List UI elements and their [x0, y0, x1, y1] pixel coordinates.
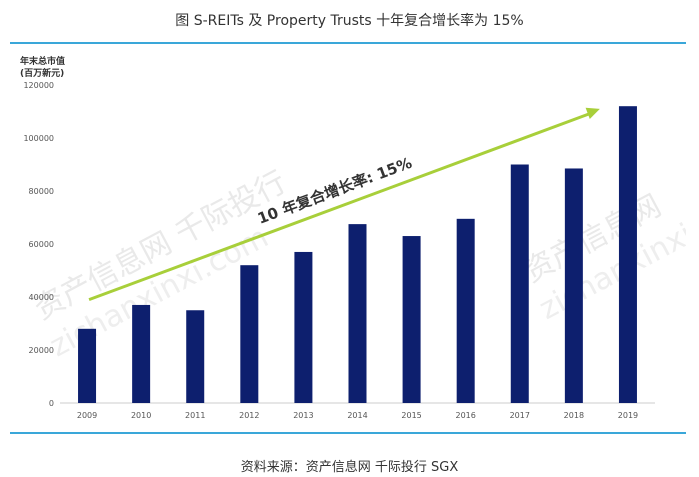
- x-tick-label: 2011: [185, 411, 205, 420]
- x-tick-label: 2019: [618, 411, 638, 420]
- x-tick-label: 2016: [456, 411, 476, 420]
- x-tick-label: 2014: [347, 411, 367, 420]
- bar-2009: [78, 328, 97, 403]
- y-tick-label: 100000: [23, 134, 54, 143]
- y-axis-label-line1: 年末总市值: [20, 55, 65, 67]
- y-tick-label: 40000: [29, 293, 54, 302]
- x-axis-ticks: 2009 2010 2011 2012 2013 2014 2015 2016 2017 2018…: [77, 411, 638, 420]
- x-tick-label: 2013: [293, 411, 313, 420]
- bar-2011: [186, 310, 205, 403]
- source-note: 资料来源：资产信息网 千际投行 SGX: [240, 460, 459, 475]
- bar-2018: [564, 168, 583, 403]
- y-tick-label: 60000: [29, 240, 54, 249]
- bar-2014: [348, 224, 367, 403]
- bar-2013: [294, 251, 313, 403]
- x-tick-label: 2018: [564, 411, 584, 420]
- x-tick-label: 2012: [239, 411, 259, 420]
- y-axis-ticks: 0 20000 40000 60000 80000 100000 120000: [23, 81, 54, 408]
- x-tick-label: 2010: [131, 411, 151, 420]
- bar-2019: [618, 106, 637, 403]
- bar-2012: [240, 265, 259, 403]
- y-tick-label: 120000: [23, 81, 54, 90]
- growth-arrow-line: [88, 111, 593, 302]
- x-tick-label: 2017: [510, 411, 530, 420]
- growth-arrow-head: [585, 107, 600, 120]
- chart-title: 图 S-REITs 及 Property Trusts 十年复合增长率为 15%: [175, 13, 524, 29]
- bars: [78, 106, 637, 403]
- bar-2016: [456, 218, 475, 403]
- x-tick-label: 2009: [77, 411, 97, 420]
- chart-frame: 资产信息网 千际投行 zichanxinxi.com 资产信息网 zichanxinx…: [10, 42, 699, 434]
- bar-2015: [402, 236, 421, 403]
- bar-2017: [510, 164, 529, 403]
- y-axis-label-line2: (百万新元): [20, 67, 64, 79]
- bar-2010: [132, 304, 151, 403]
- x-tick-label: 2015: [401, 411, 421, 420]
- y-tick-label: 80000: [29, 187, 54, 196]
- y-tick-label: 20000: [29, 346, 54, 355]
- y-tick-label: 0: [49, 399, 54, 408]
